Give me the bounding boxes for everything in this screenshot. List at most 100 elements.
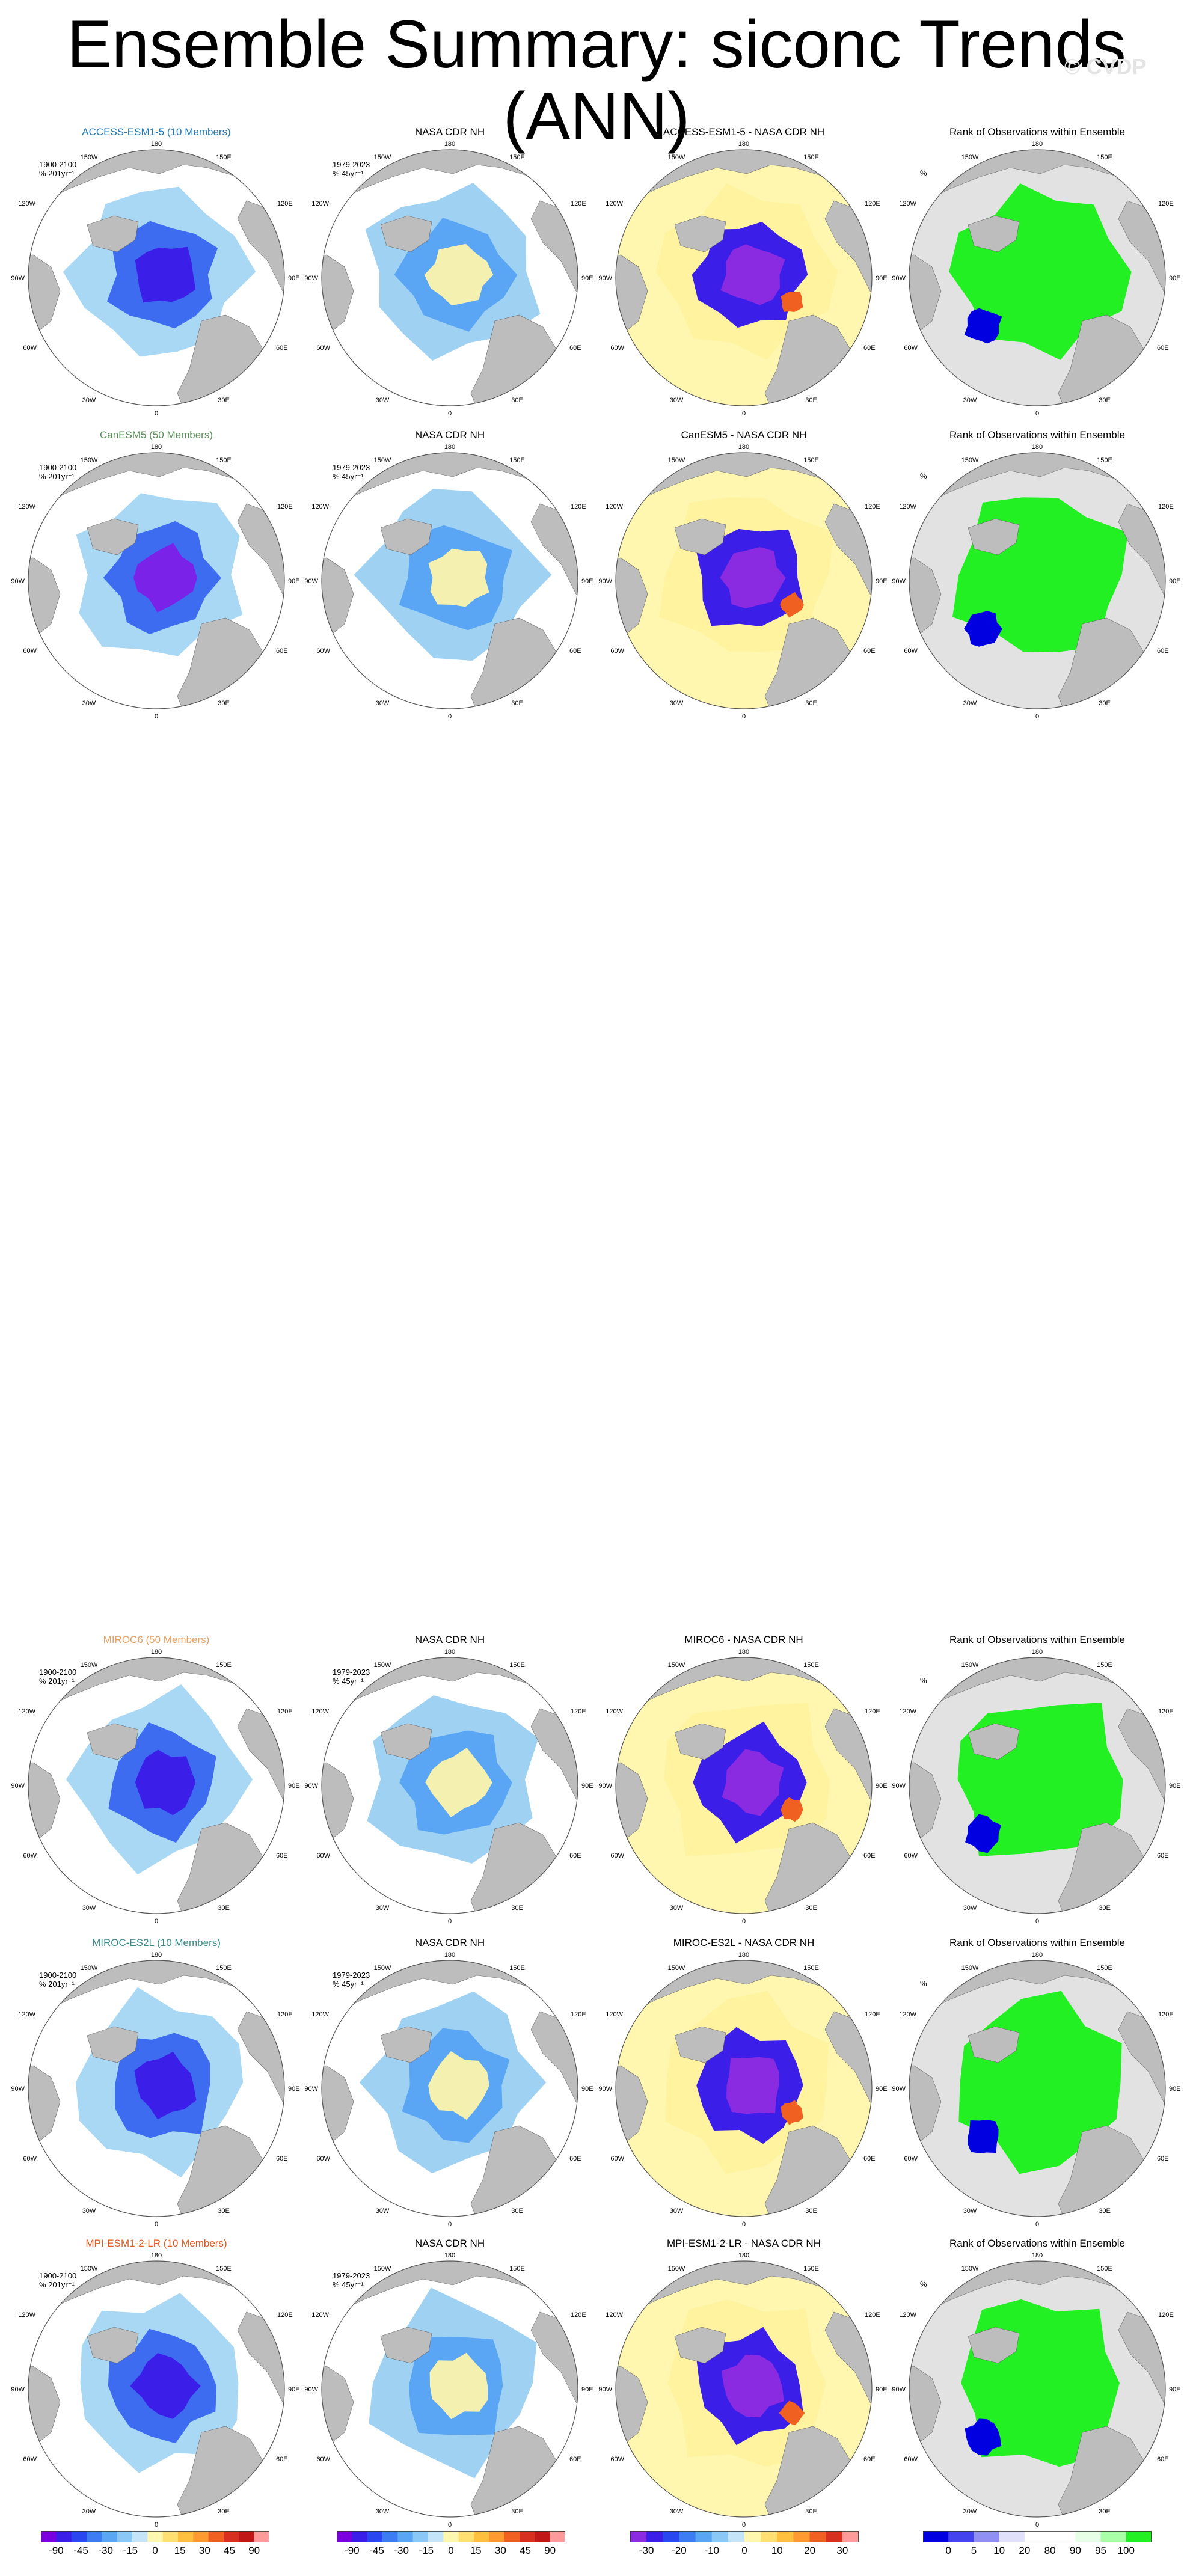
land-mass xyxy=(237,1708,284,1829)
longitude-label-ur2: 120E xyxy=(571,1708,586,1715)
land-mass xyxy=(1118,503,1165,625)
longitude-label-ur1: 150E xyxy=(1097,457,1112,464)
panel-row: MPI-ESM1-2-LR (10 Members) 180 0 90W 90E 150W… xyxy=(0,2238,1193,2538)
longitude-label-ul2: 120W xyxy=(606,2311,623,2319)
colorbar-swatch xyxy=(1075,2531,1102,2542)
map-boundary xyxy=(321,452,578,709)
period: 1900-2100 xyxy=(39,1971,77,1980)
model-period-units: 1900-2100% 201yr⁻¹ xyxy=(39,463,76,481)
longitude-label-ul2: 120W xyxy=(18,2011,35,2018)
longitude-label-ll2: 30W xyxy=(963,397,977,404)
longitude-label-ur1: 150E xyxy=(1097,1965,1112,1972)
colorbar-tick-label: -10 xyxy=(704,2545,719,2556)
rank-units: % xyxy=(920,471,927,480)
longitude-label-ul2: 120W xyxy=(18,503,35,510)
longitude-label-ur1: 150E xyxy=(509,1662,525,1669)
map-boundary xyxy=(909,1657,1166,1914)
longitude-label-top: 180 xyxy=(444,1648,455,1656)
colorbar-swatch xyxy=(352,2531,368,2542)
obs-map: 180 0 90W 90E 150W 120W 150E 120E 60W 30W 60E 30E xyxy=(304,2252,593,2529)
longitude-label-ur1: 150E xyxy=(803,2265,819,2272)
longitude-label-ul1: 150W xyxy=(374,1965,391,1972)
longitude-label-left: 90W xyxy=(598,275,612,282)
sea-ice-core xyxy=(720,547,786,608)
longitude-label-ur2: 120E xyxy=(571,503,586,510)
units: % 45yr⁻¹ xyxy=(333,2280,364,2289)
colorbar-swatch xyxy=(646,2531,663,2542)
land-mass xyxy=(87,1723,139,1760)
longitude-label-ur1: 150E xyxy=(216,457,232,464)
longitude-label-ul1: 150W xyxy=(81,1662,98,1669)
obs-panel-title: NASA CDR NH xyxy=(414,429,485,441)
longitude-label-lr1: 60E xyxy=(1157,2155,1169,2162)
sea-ice-core xyxy=(965,2418,1002,2456)
longitude-label-ul2: 120W xyxy=(18,2311,35,2319)
colorbar-swatch xyxy=(826,2531,843,2542)
longitude-label-lr1: 60E xyxy=(1157,344,1169,352)
colorbar-swatch xyxy=(41,2531,57,2542)
obs-panel: NASA CDR NH 180 0 90W 90E 150W 120W 150E 120E 60W… xyxy=(302,429,597,730)
map-boundary xyxy=(28,452,285,709)
map-boundary xyxy=(909,1960,1166,2217)
longitude-label-bottom: 0 xyxy=(448,2521,452,2529)
longitude-label-lr2: 30E xyxy=(805,2207,817,2215)
longitude-label-ul1: 150W xyxy=(81,457,98,464)
model-panel-title: CanESM5 (50 Members) xyxy=(99,429,213,441)
longitude-label-lr1: 60E xyxy=(569,1852,581,1859)
colorbar-swatch xyxy=(239,2531,255,2542)
colorbar-tick-label: 90 xyxy=(544,2545,556,2556)
units: % 45yr⁻¹ xyxy=(333,1980,364,1989)
sea-ice-core xyxy=(964,611,1002,647)
longitude-label-left: 90W xyxy=(11,1782,25,1790)
longitude-label-ul2: 120W xyxy=(18,1708,35,1715)
model-map: 180 0 90W 90E 150W 120W 150E 120E 60W 30W 60E 30E xyxy=(11,1951,299,2228)
land-mass xyxy=(237,2311,284,2433)
obs-panel: NASA CDR NH 180 0 90W 90E 150W 120W 150E 120E 60W… xyxy=(302,126,597,427)
longitude-label-lr1: 60E xyxy=(863,1852,876,1859)
longitude-label-ll1: 60W xyxy=(610,647,624,655)
longitude-label-bottom: 0 xyxy=(155,1918,158,1925)
longitude-label-lr1: 60E xyxy=(1157,1852,1169,1859)
longitude-label-ll2: 30W xyxy=(376,1904,390,1912)
map-boundary xyxy=(615,2260,873,2518)
land-mass xyxy=(530,1708,578,1829)
period: 1979-2023 xyxy=(333,463,370,472)
colorbar-swatch xyxy=(535,2531,551,2542)
colorbar-tick-label: 100 xyxy=(1118,2545,1135,2556)
positive-difference-patch xyxy=(781,292,803,312)
longitude-label-ul1: 150W xyxy=(961,457,979,464)
colorbar-swatch xyxy=(663,2531,679,2542)
longitude-label-ur1: 150E xyxy=(216,2265,232,2272)
longitude-label-ul1: 150W xyxy=(668,1662,685,1669)
longitude-label-right: 90E xyxy=(288,2386,300,2393)
longitude-label-ur1: 150E xyxy=(216,154,232,161)
land-mass xyxy=(28,2065,61,2150)
sea-ice-mid xyxy=(990,2027,1097,2144)
units: % 45yr⁻¹ xyxy=(333,472,364,481)
diff-map: 180 0 90W 90E 150W 120W 150E 120E 60W 30W 60E 30E xyxy=(598,1951,887,2228)
sea-ice-core xyxy=(428,548,489,607)
sea-ice-core xyxy=(135,246,196,303)
longitude-label-lr1: 60E xyxy=(569,2155,581,2162)
units: % 45yr⁻¹ xyxy=(333,169,364,178)
land-mass xyxy=(674,518,726,555)
units: % 201yr⁻¹ xyxy=(39,169,75,178)
colorbar-swatch xyxy=(630,2531,647,2542)
map-boundary xyxy=(909,149,1166,406)
model-map: 180 0 90W 90E 150W 120W 150E 120E 60W 30W 60E 30E xyxy=(11,444,299,720)
longitude-label-ul2: 120W xyxy=(18,200,35,207)
land-mass xyxy=(87,215,139,252)
colorbar-tick-label: 0 xyxy=(741,2545,747,2556)
colorbar-tick-label: 95 xyxy=(1095,2545,1106,2556)
colorbar-tick-label: 0 xyxy=(945,2545,951,2556)
land-mass xyxy=(530,2311,578,2433)
sea-ice-core xyxy=(130,2353,201,2419)
rank-panel-title: Rank of Observations within Ensemble xyxy=(949,1937,1125,1948)
colorbar-swatch xyxy=(1126,2531,1152,2542)
model-panel: MPI-ESM1-2-LR (10 Members) 180 0 90W 90E 150W… xyxy=(9,2238,304,2538)
rank-map: 180 0 90W 90E 150W 120W 150E 120E 60W 30W 60E 30E xyxy=(892,1648,1180,1925)
map-boundary xyxy=(615,452,873,709)
colorbar-swatch xyxy=(777,2531,794,2542)
land-mass xyxy=(237,200,284,322)
obs-map: 180 0 90W 90E 150W 120W 150E 120E 60W 30W 60E 30E xyxy=(304,1648,593,1925)
